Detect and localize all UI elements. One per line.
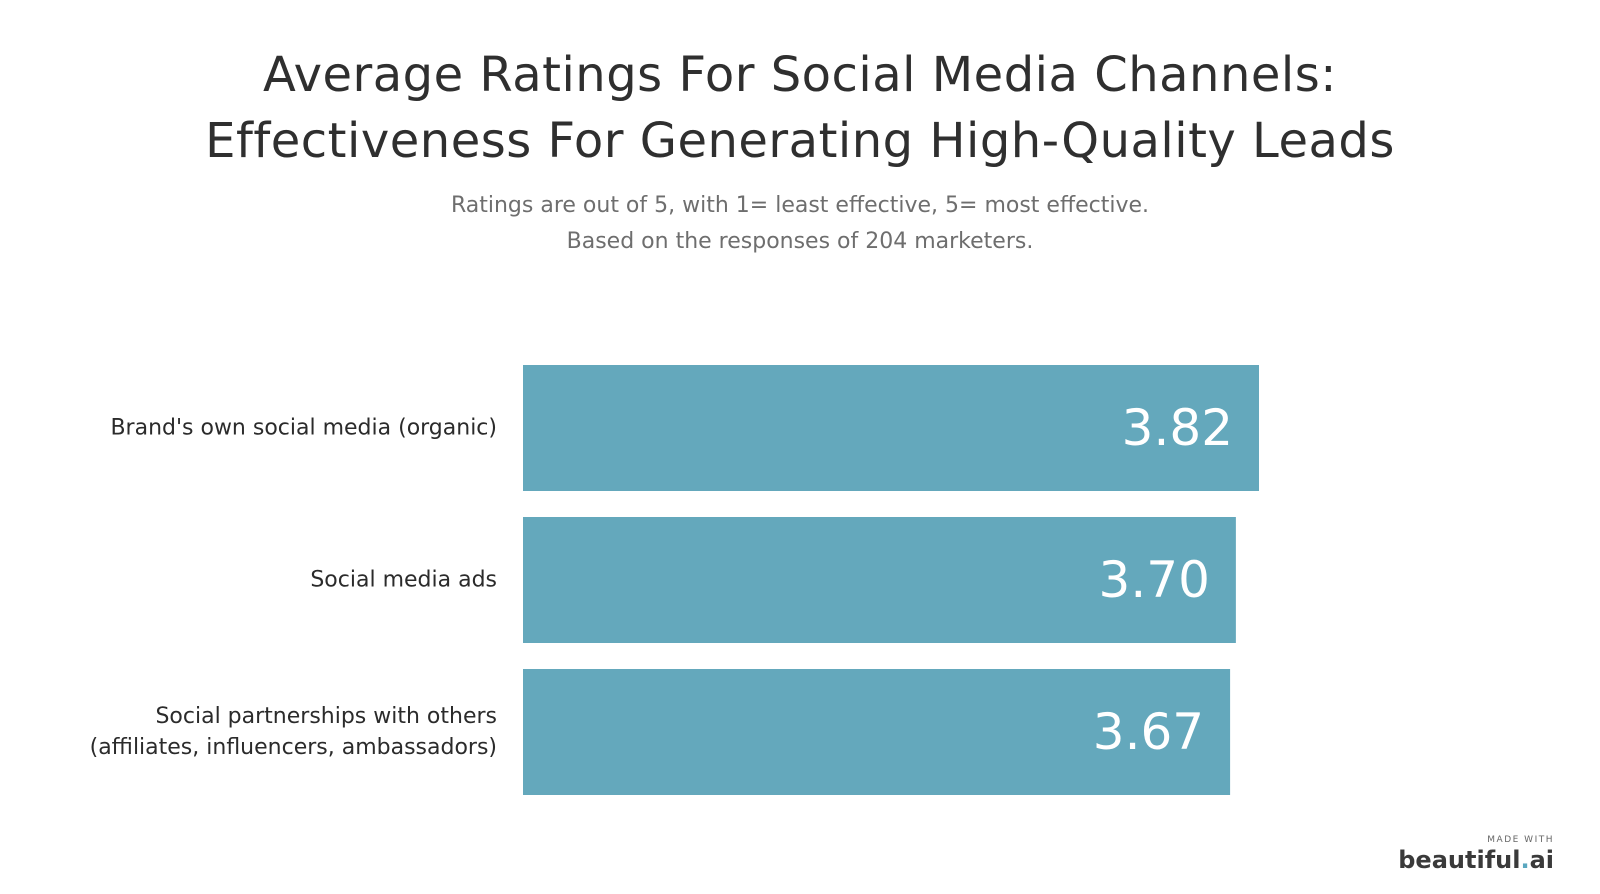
category-label-line: Social media ads [310, 568, 497, 593]
brand-dot: . [1520, 846, 1530, 874]
made-with-credit[interactable]: MADE WITH beautiful.ai [1398, 834, 1554, 874]
brand-name: beautiful [1398, 846, 1521, 874]
category-label-1: Brand's own social media (organic) [110, 416, 497, 441]
chart-subtitle-line-2: Based on the responses of 204 marketers. [566, 229, 1034, 254]
category-label-line: Social partnerships with others [155, 704, 497, 729]
bar-1 [523, 365, 1259, 491]
category-label-line: Brand's own social media (organic) [110, 416, 497, 441]
chart-subtitle: Ratings are out of 5, with 1= least effe… [0, 188, 1600, 260]
category-label-2: Social media ads [310, 568, 497, 593]
category-label-3: Social partnerships with others (affiliat… [90, 704, 497, 760]
chart-title-line-1: Average Ratings For Social Media Channel… [263, 47, 1337, 103]
bar-3 [523, 669, 1231, 795]
bar-2 [523, 517, 1236, 643]
brand-logo: beautiful.ai [1398, 846, 1554, 874]
bar-value-label-3: 3.67 [1093, 703, 1204, 761]
chart-title-line-2: Effectiveness For Generating High-Qualit… [205, 113, 1395, 169]
bar-value-label-2: 3.70 [1099, 551, 1210, 609]
brand-suffix: ai [1529, 846, 1554, 874]
chart-title: Average Ratings For Social Media Channel… [0, 42, 1600, 174]
bar-value-label-1: 3.82 [1122, 399, 1233, 457]
chart-subtitle-line-1: Ratings are out of 5, with 1= least effe… [450, 193, 1150, 218]
made-with-label: MADE WITH [1487, 835, 1554, 845]
category-label-line: (affiliates, influencers, ambassadors) [90, 735, 497, 760]
